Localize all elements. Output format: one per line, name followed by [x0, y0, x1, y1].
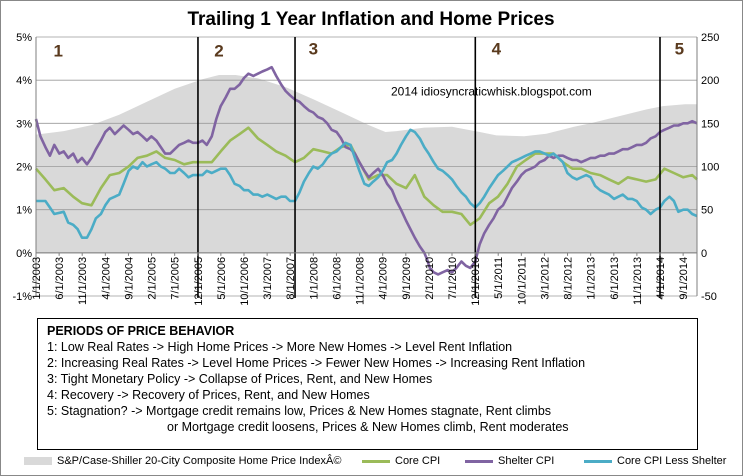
period-line-2: 2: Increasing Real Rates -> Level Home P…: [47, 356, 586, 370]
series-line-core-cpi-less-shelter: [36, 128, 698, 239]
right-tick-label: 200: [701, 75, 719, 87]
period-line-4: 4: Recovery -> Recovery of Prices, Rent,…: [47, 388, 370, 402]
legend-swatch-core-cpi: [362, 459, 390, 463]
x-tick-label: 1/1/2008: [308, 257, 320, 300]
legend-swatch-home-price-index: [24, 457, 52, 465]
plot-area: [36, 75, 697, 253]
x-tick-label: 4/1/2004: [100, 257, 112, 300]
right-tick-label: 100: [701, 162, 719, 174]
x-tick-label: 10/1/2011: [516, 257, 528, 305]
left-tick-label: 2%: [16, 162, 32, 174]
x-tick-label: 3/1/2012: [539, 257, 551, 300]
x-tick-label: 6/1/2013: [609, 257, 621, 300]
period-label-4: 4: [492, 39, 502, 58]
left-tick-label: 5%: [16, 32, 32, 44]
x-tick-label: 8/1/2012: [563, 257, 575, 300]
series-area-home-price-index: [36, 75, 697, 253]
periods-box: PERIODS OF PRICE BEHAVIOR 1: Low Real Ra…: [37, 318, 698, 450]
x-tick-label: 7/1/2005: [170, 257, 182, 300]
left-tick-label: 0%: [16, 248, 32, 260]
x-tick-label: 9/1/2014: [678, 257, 690, 300]
legend-swatch-core-cpi-less-shelter: [584, 459, 612, 463]
period-label-1: 1: [53, 41, 62, 60]
x-tick-label: 11/1/2008: [355, 257, 367, 305]
x-tick-label: 8/1/2007: [285, 257, 297, 300]
x-tick-label: 4/1/2009: [378, 257, 390, 300]
period-line-5: 5: Stagnation? -> Mortgage credit remain…: [47, 404, 552, 418]
series-lines: [34, 65, 698, 276]
x-tick-label: 12/1/2005: [193, 257, 205, 306]
x-tick-label: 5/1/2011: [493, 257, 505, 299]
period-line-3: 3: Tight Monetary Policy -> Collapse of …: [47, 372, 433, 386]
series-line-core-cpi: [35, 126, 698, 227]
period-line-1: 1: Low Real Rates -> High Home Prices ->…: [47, 340, 513, 354]
x-tick-label: 9/1/2009: [401, 257, 413, 300]
period-label-3: 3: [309, 39, 318, 58]
left-tick-label: 1%: [16, 205, 32, 217]
period-label-2: 2: [214, 41, 223, 60]
legend-label-core-cpi-less-shelter: Core CPI Less Shelter: [617, 455, 727, 467]
x-tick-label: 10/1/2006: [239, 257, 251, 306]
legend-item-core-cpi-less-shelter: Core CPI Less Shelter: [584, 455, 726, 467]
x-tick-label: 2/1/2005: [147, 257, 159, 300]
x-tick-label: 3/1/2007: [262, 257, 274, 300]
x-tick-label: 6/1/2003: [54, 257, 66, 300]
right-tick-label: 250: [701, 32, 719, 44]
x-tick-label: 6/1/2008: [331, 257, 343, 300]
axes: 5% 4% 3% 2% 1% 0% -1% 250 200 150 100 50 0 -50 1/1/200…: [12, 32, 719, 306]
x-tick-label: 4/1/2014: [655, 257, 667, 300]
legend-label-core-cpi: Core CPI: [395, 455, 441, 467]
legend-item-home-price-index: S&P/Case-Shiller 20-City Composite Home …: [24, 455, 341, 467]
chart-title: Trailing 1 Year Inflation and Home Price…: [187, 9, 554, 30]
x-tick-label: 5/1/2006: [216, 257, 228, 300]
x-tick-label: 1/1/2003: [31, 257, 43, 300]
right-tick-label: 50: [701, 205, 713, 217]
x-tick-label: 2/1/2010: [424, 257, 436, 300]
x-tick-label: 11/1/2003: [77, 257, 89, 305]
right-tick-label: -50: [701, 291, 717, 303]
chart-annotations: 1 2 3 4 5 2014 idiosyncraticwhisk.blogspot.co…: [53, 39, 684, 98]
right-tick-label: 150: [701, 118, 719, 130]
period-line-5-continuation: or Mortgage credit loosens, Prices & New…: [167, 420, 569, 434]
left-tick-label: 4%: [16, 75, 32, 87]
legend-label-shelter-cpi: Shelter CPI: [498, 455, 555, 467]
legend-swatch-shelter-cpi: [465, 459, 493, 463]
left-tick-label: 3%: [16, 118, 32, 130]
source-annotation: 2014 idiosyncraticwhisk.blogspot.com: [391, 84, 592, 98]
legend-label-home-price-index: S&P/Case-Shiller 20-City Composite Home …: [57, 455, 342, 467]
x-tick-label: 11/1/2013: [632, 257, 644, 305]
periods-heading: PERIODS OF PRICE BEHAVIOR: [47, 324, 235, 338]
period-label-5: 5: [675, 39, 684, 58]
x-tick-label: 1/1/2013: [586, 257, 598, 300]
legend-item-shelter-cpi: Shelter CPI: [465, 455, 554, 467]
left-tick-label: -1%: [12, 291, 32, 303]
x-tick-label: 7/1/2010: [447, 257, 459, 300]
legend-item-core-cpi: Core CPI: [362, 455, 440, 467]
series-line-shelter-cpi: [34, 65, 698, 276]
x-tick-label: 12/1/2010: [470, 257, 482, 306]
right-tick-label: 0: [701, 248, 707, 260]
x-tick-label: 9/1/2004: [123, 257, 135, 300]
